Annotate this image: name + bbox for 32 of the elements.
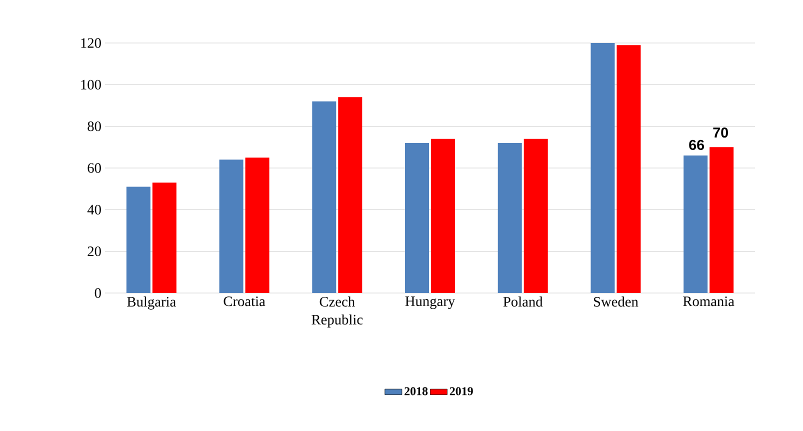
- x-tick-label: Sweden: [594, 296, 638, 307]
- bar: [590, 42, 615, 293]
- x-tick-label: Croatia: [224, 296, 266, 306]
- bar: [710, 147, 734, 293]
- bar: [312, 101, 336, 293]
- x-tick-label: Romania: [683, 296, 734, 306]
- data-label: 66: [689, 140, 704, 150]
- legend-label: 2018: [404, 387, 428, 396]
- bar: [684, 156, 708, 293]
- bar: [405, 143, 430, 293]
- y-tick-label: 40: [87, 204, 101, 215]
- x-tick-label: Czech Republic: [312, 296, 363, 328]
- y-tick-label: 100: [81, 80, 101, 90]
- y-tick-label: 60: [88, 163, 101, 173]
- x-tick-label: Bulgaria: [127, 296, 176, 310]
- y-tick-label: 120: [81, 38, 101, 48]
- x-tick-label: Hungary: [405, 296, 456, 310]
- y-tick-label: 20: [88, 246, 101, 256]
- y-tick-label: 80: [88, 121, 101, 132]
- bar: [616, 45, 641, 293]
- bar: [498, 143, 522, 293]
- bar: [152, 182, 176, 293]
- x-tick-label: Poland: [503, 296, 543, 307]
- data-label: 70: [713, 127, 728, 138]
- bar: [338, 97, 362, 293]
- y-tick-label: 0: [94, 288, 101, 298]
- bar: [245, 158, 270, 293]
- bar: [524, 138, 548, 293]
- bar: [219, 160, 244, 293]
- legend-label: 2019: [450, 387, 473, 396]
- bar: [126, 186, 150, 293]
- bar: [431, 138, 455, 293]
